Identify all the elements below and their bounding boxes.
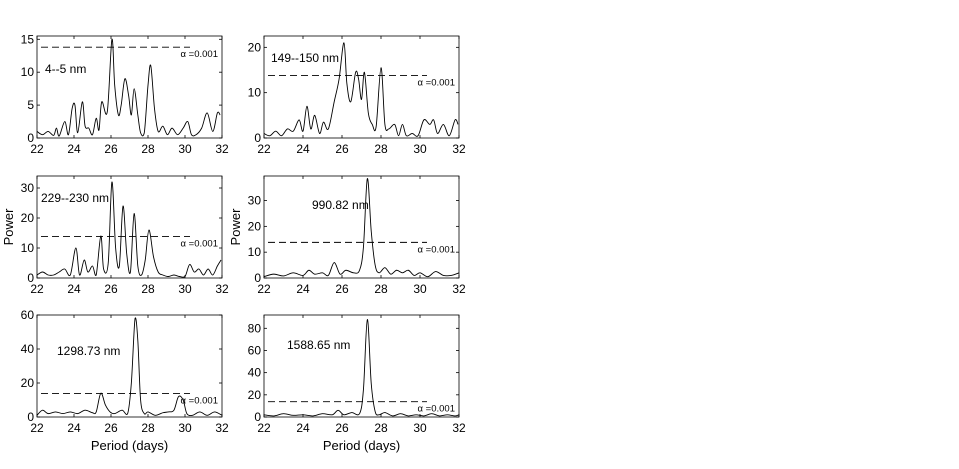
x-tick-label: 24 bbox=[67, 282, 81, 296]
y-tick-label: 0 bbox=[254, 131, 261, 145]
wavelength-label: 990.82 nm bbox=[312, 198, 369, 212]
x-tick-label: 28 bbox=[141, 421, 155, 435]
x-tick-label: 22 bbox=[257, 421, 271, 435]
x-tick-label: 32 bbox=[215, 282, 229, 296]
x-tick-label: 28 bbox=[141, 142, 155, 156]
x-axis-label: Period (days) bbox=[91, 438, 168, 453]
y-tick-label: 20 bbox=[248, 40, 262, 54]
y-tick-label: 40 bbox=[21, 342, 35, 356]
power-curve bbox=[263, 318, 460, 417]
y-axis-label: Power bbox=[228, 208, 243, 246]
x-tick-label: 26 bbox=[104, 421, 118, 435]
threshold-label: α =0.001 bbox=[418, 404, 455, 415]
y-tick-label: 20 bbox=[21, 211, 35, 225]
x-tick-label: 24 bbox=[67, 142, 81, 156]
y-tick-label: 0 bbox=[27, 271, 34, 285]
power-curve bbox=[36, 181, 222, 278]
y-tick-label: 0 bbox=[27, 410, 34, 424]
x-tick-label: 22 bbox=[30, 142, 44, 156]
plot-frame bbox=[36, 314, 223, 418]
x-tick-label: 28 bbox=[374, 282, 388, 296]
x-tick-label: 26 bbox=[335, 282, 349, 296]
y-tick-label: 30 bbox=[248, 194, 262, 208]
y-tick-label: 20 bbox=[248, 219, 262, 233]
wavelength-label: 149--150 nm bbox=[271, 51, 339, 65]
x-tick-label: 24 bbox=[296, 282, 310, 296]
power-curve bbox=[263, 42, 459, 137]
threshold-label: α =0.001 bbox=[181, 239, 218, 250]
plot-frame bbox=[36, 175, 223, 279]
y-tick-label: 40 bbox=[248, 366, 262, 380]
x-tick-label: 26 bbox=[104, 282, 118, 296]
plot-frame bbox=[263, 35, 460, 139]
threshold-label: α =0.001 bbox=[181, 396, 218, 407]
x-tick-label: 22 bbox=[30, 421, 44, 435]
plot-frame bbox=[263, 314, 460, 418]
x-tick-label: 30 bbox=[413, 142, 427, 156]
x-tick-label: 32 bbox=[452, 142, 466, 156]
wavelength-label: 1588.65 nm bbox=[287, 338, 350, 352]
panel-5: 22 24 26 28 30 32 0 20 40 60 α =0.001 1298.73 nm Per… bbox=[21, 308, 229, 453]
threshold-label: α =0.001 bbox=[418, 77, 455, 88]
y-tick-label: 5 bbox=[27, 98, 34, 112]
y-tick-label: 10 bbox=[21, 241, 35, 255]
wavelength-label: 229--230 nm bbox=[41, 191, 109, 205]
plot-frame bbox=[36, 35, 223, 139]
x-axis-label: Period (days) bbox=[323, 438, 400, 453]
power-curve bbox=[36, 317, 223, 417]
x-tick-label: 26 bbox=[335, 421, 349, 435]
y-tick-label: 0 bbox=[27, 131, 34, 145]
panel-6: 22 24 26 28 30 32 0 20 40 60 80 α =0.001 1588.65 nm P… bbox=[248, 314, 466, 453]
y-tick-label: 15 bbox=[21, 32, 35, 46]
y-tick-label: 20 bbox=[248, 388, 262, 402]
x-tick-label: 28 bbox=[374, 421, 388, 435]
x-tick-label: 32 bbox=[215, 421, 229, 435]
x-tick-label: 30 bbox=[413, 421, 427, 435]
panel-3: 22 24 26 28 30 32 0 10 20 30 α =0.001 229--230 nm Po… bbox=[1, 175, 229, 296]
x-tick-label: 32 bbox=[215, 142, 229, 156]
panel-1: 22 24 26 28 30 32 0 5 10 15 α =0.001 4--5 nm bbox=[21, 32, 229, 156]
x-tick-label: 30 bbox=[178, 282, 192, 296]
x-tick-label: 28 bbox=[374, 142, 388, 156]
x-tick-label: 22 bbox=[257, 282, 271, 296]
y-tick-label: 10 bbox=[21, 65, 35, 79]
x-tick-label: 26 bbox=[104, 142, 118, 156]
power-curve bbox=[263, 178, 460, 278]
x-tick-label: 24 bbox=[296, 142, 310, 156]
x-tick-label: 30 bbox=[413, 282, 427, 296]
y-tick-label: 10 bbox=[248, 86, 262, 100]
x-tick-label: 26 bbox=[335, 142, 349, 156]
threshold-label: α =0.001 bbox=[181, 49, 218, 60]
y-tick-label: 60 bbox=[21, 308, 35, 322]
x-tick-label: 24 bbox=[296, 421, 310, 435]
y-tick-label: 80 bbox=[248, 321, 262, 335]
power-curve bbox=[36, 38, 221, 137]
x-tick-label: 22 bbox=[30, 282, 44, 296]
y-axis-label: Power bbox=[1, 208, 16, 246]
y-tick-label: 0 bbox=[254, 410, 261, 424]
x-tick-label: 32 bbox=[452, 421, 466, 435]
panel-2: 22 24 26 28 30 32 0 10 20 α =0.001 149--150 nm bbox=[248, 35, 466, 156]
y-tick-label: 30 bbox=[21, 181, 35, 195]
plot-frame bbox=[263, 175, 460, 279]
wavelength-label: 1298.73 nm bbox=[57, 344, 120, 358]
x-tick-label: 30 bbox=[178, 142, 192, 156]
x-tick-label: 24 bbox=[67, 421, 81, 435]
x-tick-label: 32 bbox=[452, 282, 466, 296]
y-tick-label: 60 bbox=[248, 343, 262, 357]
y-tick-label: 20 bbox=[21, 376, 35, 390]
x-tick-label: 28 bbox=[141, 282, 155, 296]
threshold-label: α =0.001 bbox=[418, 244, 455, 255]
wavelength-label: 4--5 nm bbox=[45, 62, 86, 76]
x-tick-label: 22 bbox=[257, 142, 271, 156]
y-tick-label: 10 bbox=[248, 245, 262, 259]
x-tick-label: 30 bbox=[178, 421, 192, 435]
y-tick-label: 0 bbox=[254, 271, 261, 285]
panel-4: 22 24 26 28 30 32 0 10 20 30 α =0.001 990.82 nm Powe… bbox=[228, 175, 466, 296]
